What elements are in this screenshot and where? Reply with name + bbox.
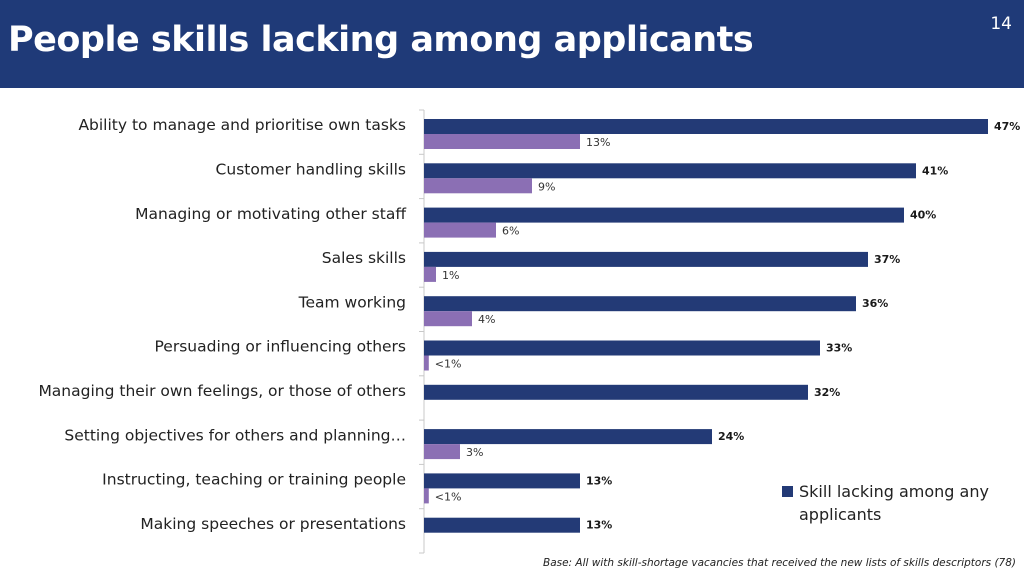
bar-secondary — [424, 311, 472, 327]
bar-secondary — [424, 222, 496, 238]
legend-swatch — [782, 486, 793, 497]
bar-skill-lacking — [424, 119, 988, 134]
data-label-secondary: <1% — [435, 490, 462, 503]
bar-skill-lacking — [424, 473, 580, 489]
bar-skill-lacking — [424, 207, 904, 223]
data-label-skill-lacking: 13% — [586, 474, 612, 487]
data-label-secondary: 4% — [478, 313, 495, 326]
bar-secondary — [424, 355, 429, 371]
base-footnote: Base: All with skill-shortage vacancies … — [542, 557, 1016, 569]
legend-label: Skill lacking among any applicants — [799, 482, 989, 524]
data-label-secondary: <1% — [435, 358, 462, 371]
bar-secondary — [424, 488, 429, 504]
category-label: Team working — [298, 293, 406, 311]
bar-skill-lacking — [424, 429, 712, 445]
bar-skill-lacking — [424, 340, 820, 356]
bar-skill-lacking — [424, 517, 580, 533]
header-banner: People skills lacking among applicants 1… — [0, 0, 1024, 88]
bar-skill-lacking — [424, 296, 856, 312]
data-label-skill-lacking: 33% — [826, 342, 852, 355]
bar-skill-lacking — [424, 163, 916, 179]
page-number: 14 — [990, 14, 1012, 34]
category-label: Ability to manage and prioritise own tas… — [78, 116, 406, 134]
legend: Skill lacking among any applicants — [782, 480, 1012, 526]
bar-secondary — [424, 444, 460, 460]
category-label: Managing or motivating other staff — [135, 205, 406, 223]
data-label-secondary: 9% — [538, 180, 555, 193]
category-label: Instructing, teaching or training people — [102, 471, 406, 489]
data-label-skill-lacking: 32% — [814, 386, 840, 399]
bar-secondary — [424, 178, 532, 194]
category-label: Setting objectives for others and planni… — [64, 426, 406, 444]
data-label-skill-lacking: 36% — [862, 297, 888, 310]
data-label-skill-lacking: 40% — [910, 209, 936, 222]
data-label-skill-lacking: 47% — [994, 120, 1020, 133]
data-label-secondary: 6% — [502, 225, 519, 238]
data-label-skill-lacking: 24% — [718, 430, 744, 443]
data-label-skill-lacking: 13% — [586, 519, 612, 532]
category-label: Sales skills — [322, 249, 406, 267]
data-label-secondary: 1% — [442, 269, 459, 282]
category-label: Managing their own feelings, or those of… — [38, 382, 406, 400]
category-label: Persuading or influencing others — [155, 338, 406, 356]
bar-skill-lacking — [424, 251, 868, 267]
data-label-secondary: 13% — [586, 136, 610, 149]
bar-secondary — [424, 134, 580, 149]
data-label-skill-lacking: 41% — [922, 164, 948, 177]
category-label: Making speeches or presentations — [140, 515, 406, 533]
page-title: People skills lacking among applicants — [8, 20, 754, 60]
data-label-secondary: 3% — [466, 446, 483, 459]
category-label: Customer handling skills — [216, 160, 406, 178]
data-label-skill-lacking: 37% — [874, 253, 900, 266]
bar-secondary — [424, 266, 436, 282]
bar-skill-lacking — [424, 384, 808, 400]
